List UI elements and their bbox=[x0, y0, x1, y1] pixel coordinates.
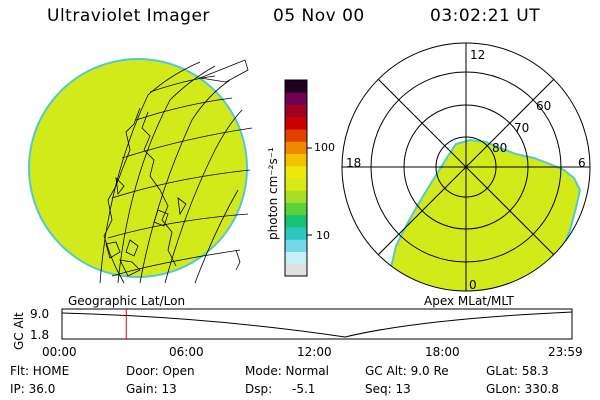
mlat-label-60: 60 bbox=[536, 99, 551, 113]
polar-plot: 12 18 6 0 60 70 80 bbox=[341, 42, 591, 292]
mlt-label-0: 0 bbox=[469, 278, 477, 292]
polar-grid bbox=[341, 42, 591, 292]
mlt-label-18: 18 bbox=[346, 156, 361, 170]
mode-status: Mode: Normal bbox=[245, 364, 329, 378]
colorbar-segment bbox=[285, 104, 307, 118]
graticule bbox=[99, 61, 252, 284]
timeline-x-tick-0000: 00:00 bbox=[42, 345, 77, 359]
altitude-timeline bbox=[61, 308, 573, 340]
geo-longitude: GLon: 330.8 bbox=[486, 382, 559, 396]
colorbar-segment bbox=[285, 202, 307, 216]
colorbar-tick-100: 100 bbox=[314, 141, 335, 154]
geographic-caption: Geographic Lat/Lon bbox=[68, 294, 186, 308]
date-label: 05 Nov 00 bbox=[273, 6, 365, 26]
colorbar-tick-10: 10 bbox=[316, 229, 330, 242]
mlat-label-80: 80 bbox=[492, 141, 507, 155]
instrument-title: Ultraviolet Imager bbox=[47, 6, 210, 26]
flight-status: Flt: HOME bbox=[10, 364, 70, 378]
dsp-value: -5.1 bbox=[292, 382, 316, 396]
timeline-x-tick-1200: 12:00 bbox=[297, 345, 332, 359]
colorbar-segment bbox=[285, 165, 307, 179]
timeline-x-tick-1800: 18:00 bbox=[425, 345, 460, 359]
mlt-label-6: 6 bbox=[578, 156, 586, 170]
gain-value: Gain: 13 bbox=[126, 382, 177, 396]
colorbar-segment bbox=[285, 141, 307, 154]
colorbar-segment bbox=[285, 227, 307, 240]
mlt-label-12: 12 bbox=[470, 48, 485, 62]
mlat-label-70: 70 bbox=[514, 121, 529, 135]
colorbar-segment bbox=[285, 190, 307, 203]
colorbar-segment bbox=[285, 92, 307, 105]
colorbar-segment bbox=[285, 116, 307, 130]
colorbar-unit-label: photon cm⁻²s⁻¹ bbox=[266, 147, 280, 240]
coastlines bbox=[103, 107, 241, 284]
geo-latitude: GLat: 58.3 bbox=[486, 364, 549, 378]
colorbar-segment bbox=[285, 251, 307, 265]
apex-caption: Apex MLat/MLT bbox=[424, 294, 514, 308]
sequence-value: Seq: 13 bbox=[365, 382, 411, 396]
colorbar bbox=[284, 79, 312, 277]
dsp-label: Dsp: bbox=[245, 382, 273, 396]
timeline-x-tick-0600: 06:00 bbox=[169, 345, 204, 359]
colorbar-segment bbox=[285, 153, 307, 167]
timeline-y-tick-high: 9.0 bbox=[30, 307, 50, 321]
gc-altitude: GC Alt: 9.0 Re bbox=[365, 364, 449, 378]
door-status: Door: Open bbox=[126, 364, 195, 378]
earth-disk bbox=[28, 58, 248, 278]
colorbar-segment bbox=[285, 129, 307, 142]
timeline-x-tick-2359: 23:59 bbox=[548, 345, 583, 359]
time-label: 03:02:21 UT bbox=[430, 6, 541, 26]
colorbar-segment bbox=[285, 80, 307, 93]
timeline-y-tick-low: 1.8 bbox=[30, 328, 50, 342]
colorbar-segment bbox=[285, 263, 307, 277]
ip-value: IP: 36.0 bbox=[10, 382, 56, 396]
colorbar-segment bbox=[285, 178, 307, 191]
altitude-curve bbox=[61, 311, 573, 338]
colorbar-segment bbox=[285, 239, 307, 252]
auroral-emission-region bbox=[386, 138, 582, 291]
colorbar-segment bbox=[285, 214, 307, 228]
